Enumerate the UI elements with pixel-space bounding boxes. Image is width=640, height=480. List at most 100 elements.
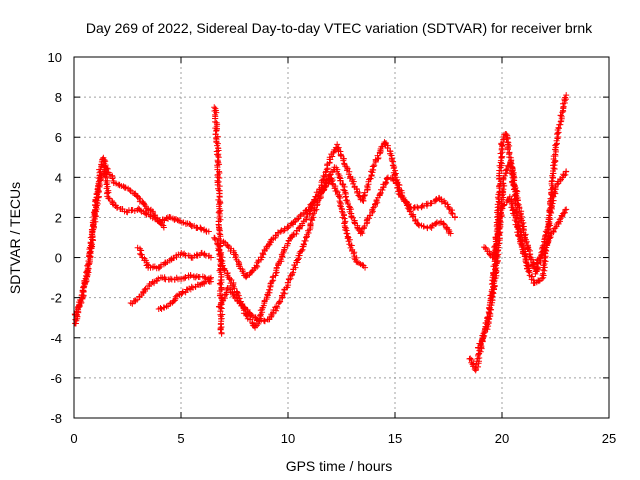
track-h-point [284, 223, 291, 230]
track-l-point [515, 232, 522, 239]
track-k-point [563, 168, 570, 175]
track-k-point [512, 184, 519, 191]
track-a-point [105, 189, 112, 196]
track-a-point [175, 217, 182, 224]
track-i-point [216, 256, 223, 263]
track-g-point [382, 179, 389, 186]
track-l-point [486, 251, 493, 258]
track-f-point [359, 196, 366, 203]
track-e-point [179, 289, 186, 296]
y-tick-label: 0 [55, 251, 62, 266]
track-f-point [388, 157, 395, 164]
track-k-point [492, 267, 499, 274]
x-tick-label: 0 [70, 431, 77, 446]
track-g-point [409, 212, 416, 219]
track-g-point [277, 298, 284, 305]
track-g-point [273, 307, 280, 314]
track-k-point [522, 231, 529, 238]
track-h-point [337, 202, 344, 209]
track-e-point [178, 291, 185, 298]
track-j-point [555, 124, 562, 131]
track-f-point [448, 209, 455, 216]
track-h-point [329, 180, 336, 187]
track-g-point [294, 256, 301, 263]
track-b-point [94, 197, 101, 204]
track-j-point [548, 189, 555, 196]
track-f-point [260, 302, 267, 309]
track-j-point [540, 262, 547, 269]
track-e-point [172, 293, 179, 300]
track-l-point [518, 244, 525, 251]
track-g-point [337, 177, 344, 184]
track-a-point [109, 200, 116, 207]
track-i-point [218, 305, 225, 312]
track-f-point [255, 320, 262, 327]
plot-frame [73, 56, 610, 419]
y-axis-label: SDTVAR / TECUs [7, 182, 23, 294]
track-b-point [90, 237, 97, 244]
track-i-point [217, 251, 224, 258]
track-i-point [217, 200, 224, 207]
track-l-point [492, 234, 499, 241]
track-k-point [477, 342, 484, 349]
track-j-point [535, 278, 542, 285]
track-g-point [366, 215, 373, 222]
track-j-point [503, 136, 510, 143]
track-b-point [96, 179, 103, 186]
track-j-point [552, 151, 559, 158]
track-d-point [170, 255, 177, 262]
track-f-point [389, 162, 396, 169]
x-tick-label: 10 [281, 431, 295, 446]
track-b-point [76, 303, 83, 310]
chart-title: Day 269 of 2022, Sidereal Day-to-day VTE… [86, 20, 593, 36]
track-g-point [407, 208, 414, 215]
track-h-point [224, 242, 231, 249]
track-g-point [404, 202, 411, 209]
track-k-point [534, 264, 541, 271]
track-i-point [215, 154, 222, 161]
y-tick-label: -6 [50, 371, 62, 386]
track-b-point [160, 224, 167, 231]
track-g-point [351, 219, 358, 226]
track-g-point [229, 289, 236, 296]
track-g-point [428, 222, 435, 229]
track-h-point [345, 238, 352, 245]
y-tick-label: -8 [50, 411, 62, 426]
track-b-point [97, 176, 104, 183]
track-a-point [205, 228, 212, 235]
track-j-point [467, 355, 474, 362]
track-k-point [486, 305, 493, 312]
track-j-point [548, 178, 555, 185]
track-a-point [137, 207, 144, 214]
track-f-point [451, 214, 458, 221]
track-l-point [516, 233, 523, 240]
track-h-point [321, 184, 328, 191]
x-axis-label: GPS time / hours [286, 458, 393, 474]
track-f-point [427, 200, 434, 207]
y-tick-label: -4 [50, 331, 62, 346]
track-b-point [88, 241, 95, 248]
track-h-point [359, 261, 366, 268]
track-h-point [336, 198, 343, 205]
track-a-point [187, 221, 194, 228]
track-h-point [253, 262, 260, 269]
track-l-point [531, 261, 538, 268]
track-f-point [257, 312, 264, 319]
track-h-point [341, 220, 348, 227]
track-l-point [494, 230, 501, 237]
y-tick-label: -2 [50, 291, 62, 306]
track-l-point [497, 210, 504, 217]
track-g-point [379, 186, 386, 193]
track-i-point [218, 330, 225, 337]
track-g-point [370, 204, 377, 211]
track-c-point [155, 275, 162, 282]
y-tick-label: 6 [55, 130, 62, 145]
track-k-point [488, 292, 495, 299]
track-f-point [322, 169, 329, 176]
track-g-point [420, 223, 427, 230]
track-d-point [138, 251, 145, 258]
track-c-point [167, 275, 174, 282]
track-b-point [103, 165, 110, 172]
track-e-point [207, 275, 214, 282]
track-k-point [548, 203, 555, 210]
